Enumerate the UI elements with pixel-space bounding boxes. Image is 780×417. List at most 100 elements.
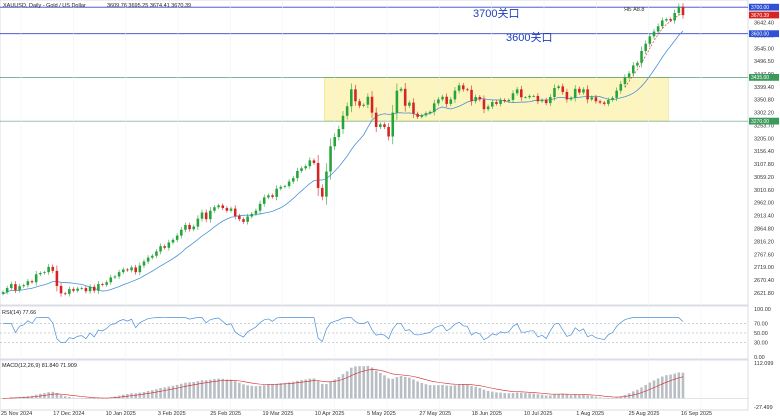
candle-body (374, 112, 378, 127)
candle-body (644, 43, 647, 51)
candle-body (88, 286, 92, 292)
macd-histogram-bar (221, 378, 225, 399)
candle-body (627, 73, 631, 78)
candle-body (362, 104, 366, 106)
macd-histogram-bar (358, 366, 361, 399)
macd-histogram-bar (557, 393, 560, 399)
candle-body (300, 168, 303, 171)
macd-histogram-bar (84, 398, 88, 399)
macd-histogram-bar (528, 393, 531, 399)
macd-histogram-bar (283, 382, 287, 399)
macd-histogram-bar (279, 383, 283, 399)
y-tick-label: 3302.20 (754, 111, 774, 117)
candle-body (457, 85, 461, 91)
macd-histogram-bar (159, 388, 162, 399)
macd-histogram-bar (341, 374, 345, 399)
x-tick-label: 18 Jun 2025 (472, 411, 502, 417)
macd-histogram-bar (175, 384, 179, 399)
ohlc-readout: 3609.76 3695.25 3674.41 3670.39 (107, 3, 191, 9)
macd-histogram-bar (578, 394, 581, 399)
rsi-label: RSI(14) 77.66 (2, 310, 36, 316)
candle-body (453, 90, 457, 100)
candle-body (486, 106, 490, 110)
macd-histogram-bar (511, 392, 515, 399)
candle-body (391, 112, 395, 137)
macd-histogram-bar (412, 379, 415, 399)
rsi-tick-label: 0.00 (754, 355, 765, 361)
candle-body (640, 50, 643, 63)
macd-histogram-bar (51, 391, 55, 399)
candle-body (229, 208, 233, 211)
price-tag-label: 3670.39 (751, 13, 769, 19)
candle-body (507, 99, 511, 102)
x-tick-label: 27 May 2025 (419, 411, 451, 417)
macd-histogram-bar (72, 397, 75, 399)
macd-histogram-bar (233, 381, 237, 399)
candle-body (594, 97, 598, 102)
macd-histogram-bar (540, 394, 544, 399)
candle-body (39, 272, 42, 275)
rsi-tick-label: 30.00 (754, 341, 768, 347)
macd-histogram-bar (507, 393, 511, 399)
price-tag (749, 11, 779, 19)
candle-body (387, 126, 390, 137)
macd-histogram-bar (457, 384, 461, 399)
macd-histogram-bar (482, 389, 486, 399)
chart-title: XAUUSD, Daily - Gold / US Dollar (3, 3, 86, 9)
candle-body (92, 286, 96, 291)
candle-body (76, 288, 79, 291)
candle-body (250, 213, 254, 217)
macd-tick-label: -27.499 (754, 405, 773, 411)
price-tag (749, 117, 779, 125)
macd-histogram-bar (300, 380, 303, 399)
macd-histogram-bar (308, 378, 312, 399)
candle-body (428, 111, 432, 114)
candle-body (167, 242, 171, 248)
y-tick-label: 3399.40 (754, 85, 774, 91)
candle-body (490, 102, 494, 107)
candle-body (449, 99, 453, 104)
candle-body (180, 229, 183, 236)
candle-body (565, 91, 569, 100)
candle-body (482, 99, 486, 110)
candle-body (619, 84, 623, 91)
candle-body (470, 89, 473, 102)
candle-body (312, 160, 316, 163)
candle-body (242, 219, 245, 222)
candle-body (412, 102, 415, 114)
candle-body (669, 19, 672, 21)
y-tick-label: 2621.80 (754, 291, 774, 297)
macd-histogram-bar (362, 366, 366, 399)
candle-body (631, 65, 635, 74)
candle-body (150, 255, 154, 258)
macd-histogram-bar (408, 377, 411, 399)
macd-histogram-bar (677, 372, 681, 399)
candle-body (225, 208, 229, 211)
candle-body (213, 207, 216, 211)
candle-body (586, 89, 589, 100)
macd-histogram-bar (366, 365, 370, 399)
macd-histogram-bar (424, 384, 428, 399)
candle-body (105, 282, 108, 285)
macd-tick-label: 112.099 (754, 361, 773, 367)
candle-body (279, 186, 283, 189)
price-tag-label: 3700.00 (751, 5, 769, 11)
candle-body (379, 124, 382, 127)
macd-histogram-bar (188, 382, 191, 399)
macd-histogram-bar (453, 385, 457, 399)
candle-body (681, 6, 685, 16)
macd-histogram-bar (573, 394, 577, 399)
small-indicator-label: ЯБ А8.8 (624, 7, 644, 13)
macd-histogram-bar (134, 393, 137, 399)
candle-body (304, 166, 307, 169)
y-tick-label: 3253.70 (754, 123, 774, 129)
candle-body (275, 188, 278, 197)
macd-histogram-bar (171, 385, 175, 399)
price-tag-label: 3435.00 (751, 75, 769, 81)
candle-body (524, 97, 527, 99)
short-ma-line (624, 13, 684, 88)
candle-body (341, 115, 345, 130)
candle-body (337, 129, 341, 138)
candle-body (130, 267, 133, 271)
macd-histogram-bar (246, 385, 249, 399)
